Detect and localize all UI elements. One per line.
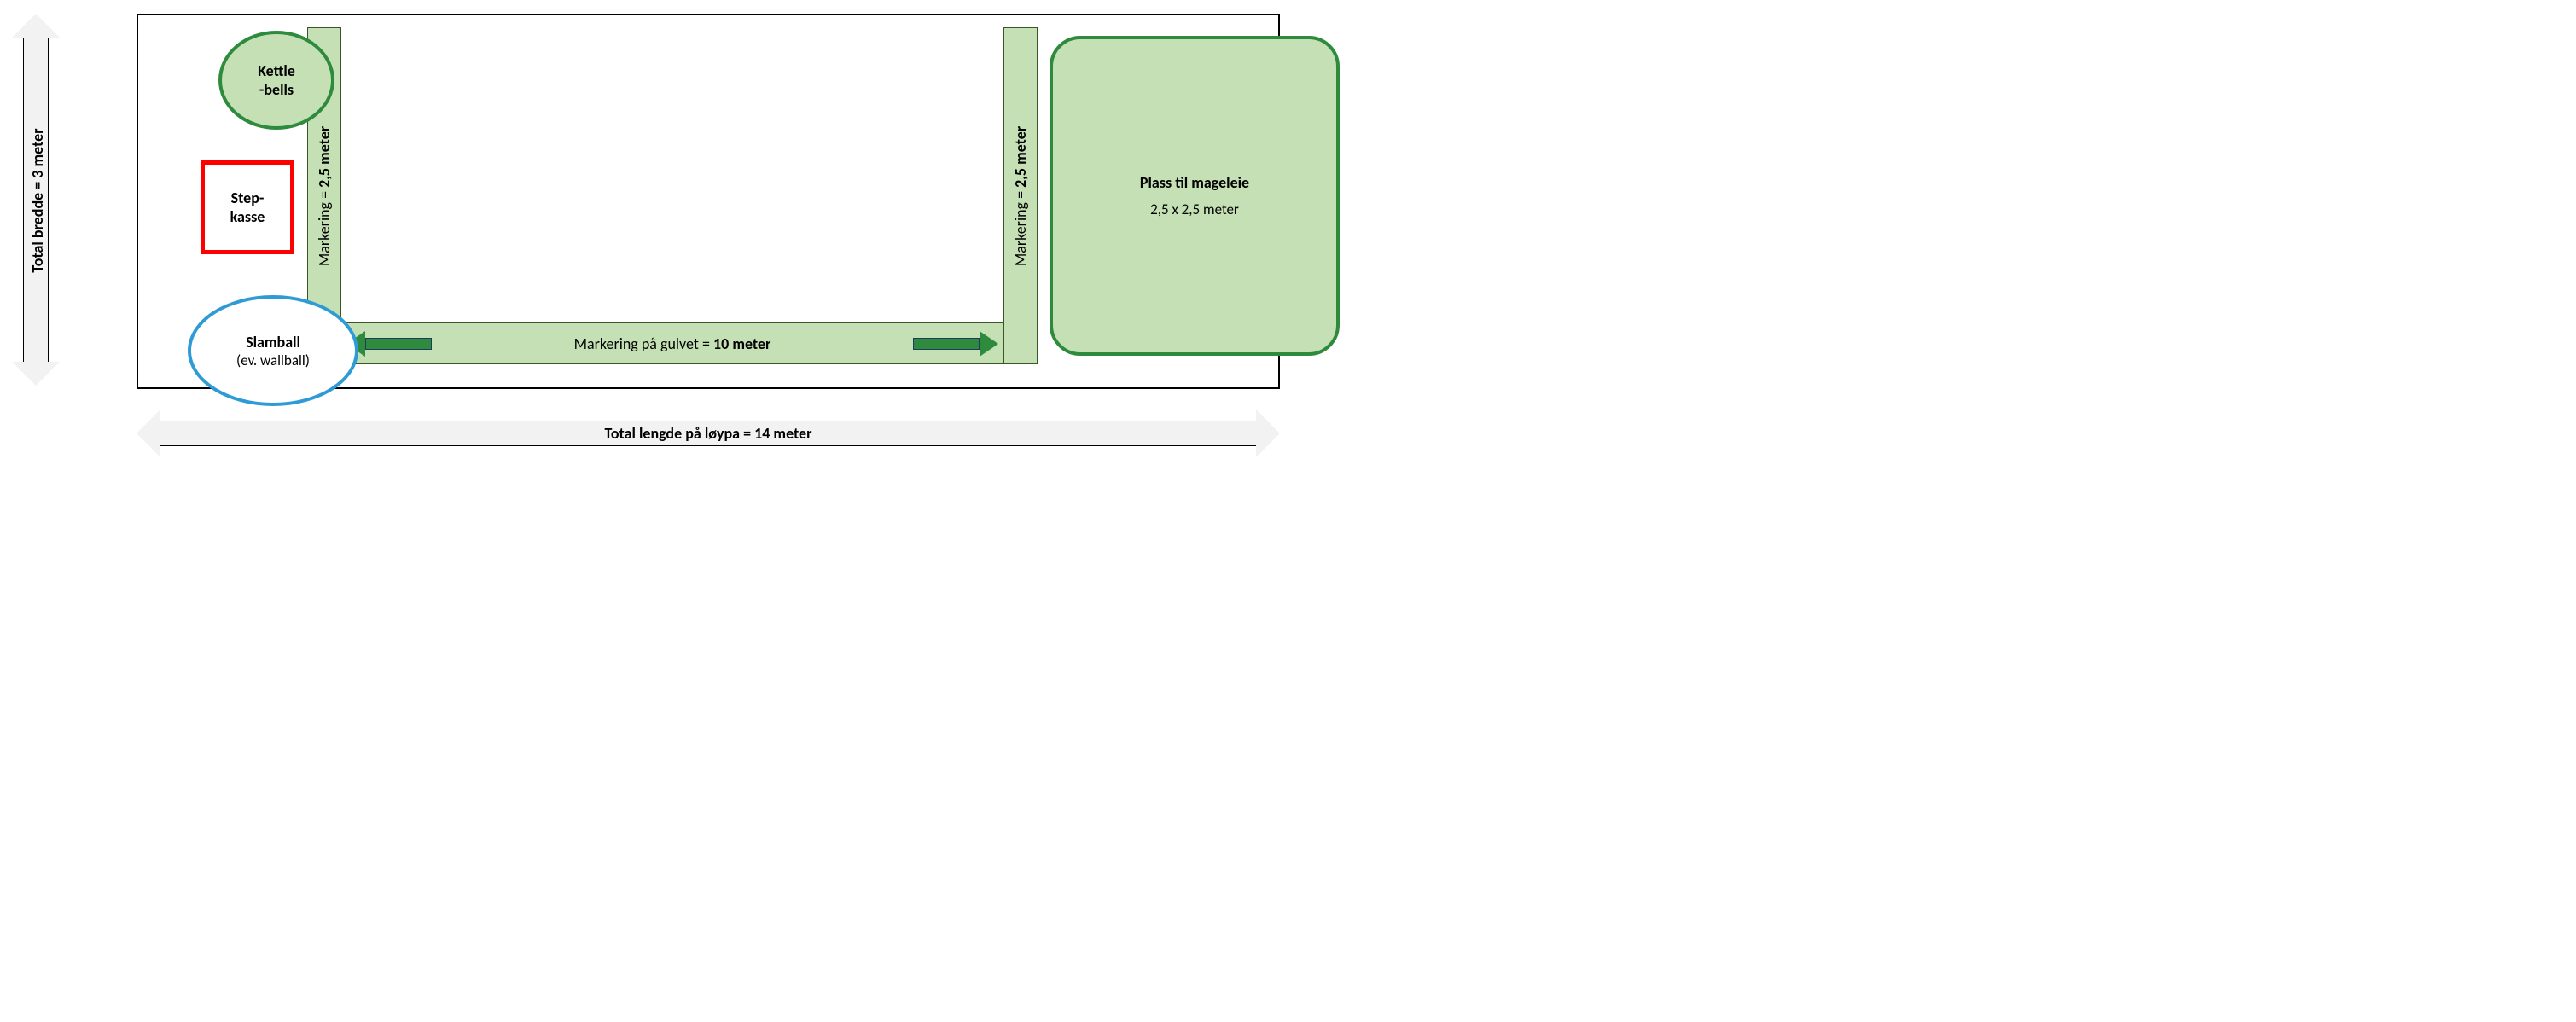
arrow-shaft (913, 338, 980, 350)
arrowhead-right (1256, 409, 1280, 457)
slamball-label-bold: Slamball (246, 333, 300, 351)
green-arrow-right (913, 338, 998, 350)
stepkasse-station: Step-kasse (201, 160, 294, 254)
arrowhead-left (137, 409, 160, 457)
kettlebell-label: Kettle-bells (258, 61, 295, 99)
slamball-station: Slamball (ev. wallball) (188, 295, 358, 406)
arrowhead-down (12, 362, 60, 386)
dimension-length-label: Total lengde på løypa = 14 meter (604, 424, 811, 443)
arrow-shaft (365, 338, 432, 350)
arrowhead-right-icon (980, 331, 998, 357)
diagram-canvas: Total bredde = 3 meter Markering på gulv… (0, 0, 1297, 474)
kettlebell-station: Kettle-bells (218, 31, 334, 130)
dimension-width-label: Total bredde = 3 meter (28, 115, 47, 286)
mageleie-area: Plass til mageleie 2,5 x 2,5 meter (1050, 36, 1340, 356)
slamball-label-sub: (ev. wallball) (236, 351, 310, 369)
green-arrow-left (346, 338, 432, 350)
mageleie-label-bold: Plass til mageleie (1140, 173, 1249, 192)
dimension-length-arrow: Total lengde på løypa = 14 meter (137, 409, 1280, 457)
stepkasse-label: Step-kasse (230, 189, 265, 226)
dimension-width-arrow: Total bredde = 3 meter (12, 14, 60, 386)
floor-marking-label: Markering på gulvet = 10 meter (574, 334, 771, 353)
marking-bar-right-label: Markering = 2,5 meter (1011, 125, 1030, 265)
arrow-shaft-horizontal: Total lengde på løypa = 14 meter (160, 421, 1256, 446)
arrowhead-up (12, 14, 60, 38)
mageleie-label-sub: 2,5 x 2,5 meter (1150, 200, 1239, 218)
marking-bar-right: Markering = 2,5 meter (1003, 27, 1038, 364)
marking-bar-left-label: Markering = 2,5 meter (315, 125, 334, 265)
